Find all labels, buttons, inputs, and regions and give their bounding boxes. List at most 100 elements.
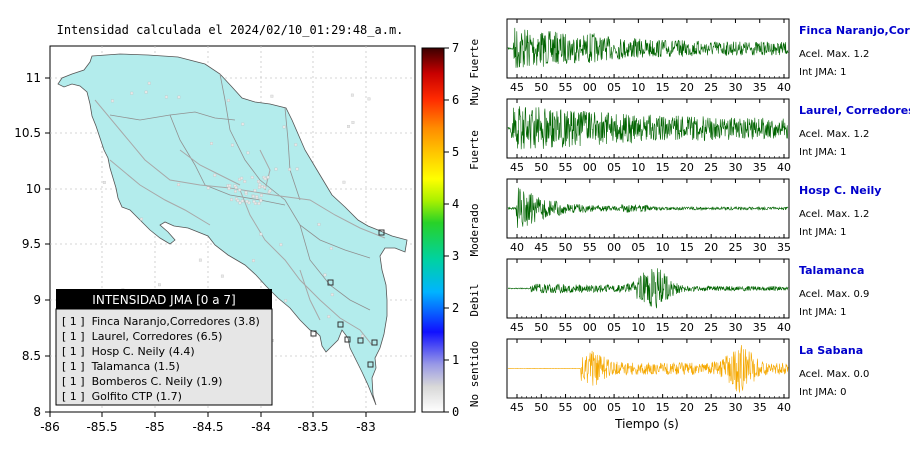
- time-tick-label: 45: [510, 81, 524, 94]
- town-marker: [238, 188, 242, 192]
- town-marker: [245, 199, 249, 203]
- legend-item: [ 1 ] Talamanca (1.5): [62, 360, 180, 373]
- town-marker: [323, 273, 327, 277]
- time-tick-label: 05: [607, 81, 621, 94]
- station-name-link[interactable]: Talamanca: [799, 264, 864, 277]
- y-tick-label: 9.5: [22, 237, 41, 251]
- station-max-acceleration: Acel. Max. 1.2: [799, 49, 869, 60]
- time-tick-label: 10: [631, 321, 645, 334]
- x-tick-label: -84: [251, 420, 271, 434]
- town-marker: [177, 183, 181, 187]
- town-marker: [282, 125, 286, 129]
- waveform-panel: 40 45 50 55 00 05 10 15 20 25 30 35 Hosp C. Neily Ace…: [506, 178, 881, 254]
- time-tick-label: 15: [656, 401, 670, 414]
- intensity-legend: INTENSIDAD JMA [0 a 7] [ 1 ] Finca Naran…: [55, 289, 273, 406]
- town-marker: [257, 202, 261, 205]
- map-plot: -86 -85.5 -85 -84.5 -84 -83.5 -83 11 10.…: [14, 45, 416, 434]
- town-marker: [252, 200, 256, 203]
- legend-item: [ 1 ] Laurel, Corredores (6.5): [62, 330, 222, 343]
- time-tick-label: 05: [607, 321, 621, 334]
- legend-item: [ 1 ] Hosp C. Neily (4.4): [62, 345, 195, 358]
- town-marker: [140, 217, 143, 221]
- time-tick-label: 35: [753, 81, 767, 94]
- time-tick-label: 15: [656, 81, 670, 94]
- town-marker: [244, 191, 248, 194]
- road-network: [94, 99, 386, 346]
- time-tick-label: 35: [753, 401, 767, 414]
- town-marker: [144, 90, 148, 94]
- time-tick-label: 40: [510, 241, 524, 254]
- station-jma-intensity: Int JMA: 1: [799, 307, 847, 318]
- legend-body: [55, 308, 273, 406]
- time-tick-label: 35: [777, 241, 791, 254]
- station-max-acceleration: Acel. Max. 0.9: [799, 289, 869, 300]
- y-tick-label: 8.5: [22, 349, 41, 363]
- town-marker: [255, 195, 259, 199]
- station-name-link[interactable]: La Sabana: [799, 344, 863, 357]
- time-tick-label: 15: [656, 321, 670, 334]
- time-tick-label: 20: [680, 321, 694, 334]
- station-name-link[interactable]: Laurel, Corredores: [799, 104, 910, 117]
- costa-rica-landmass: [57, 53, 408, 406]
- time-tick-label: 45: [510, 321, 524, 334]
- station-jma-intensity: Int JMA: 1: [799, 227, 847, 238]
- legend-item: [ 1 ] Golfito CTP (1.7): [62, 390, 182, 403]
- time-tick-label: 35: [753, 321, 767, 334]
- time-tick-label: 20: [704, 241, 718, 254]
- town-marker: [330, 293, 334, 297]
- station-max-acceleration: Acel. Max. 0.0: [799, 369, 869, 380]
- colorbar-tick-label: 7: [452, 41, 459, 55]
- x-tick-label: -85.5: [86, 420, 117, 434]
- town-marker: [351, 121, 355, 124]
- x-tick-label: -85: [145, 420, 165, 434]
- colorbar-class-label: Muy Fuerte: [468, 39, 481, 105]
- time-tick-label: 20: [680, 81, 694, 94]
- town-marker: [213, 173, 217, 177]
- town-marker: [268, 189, 272, 193]
- time-tick-label: 30: [753, 241, 767, 254]
- time-tick-label: 30: [728, 161, 742, 174]
- time-tick-label: 20: [680, 161, 694, 174]
- x-tick-label: -86: [40, 420, 60, 434]
- time-tick-label: 45: [510, 161, 524, 174]
- colorbar-gradient: [421, 47, 445, 413]
- intensity-colorbar: 0 1 2 3 4 5 6 7 No sentido Debil Moderad…: [421, 39, 481, 419]
- x-axis-label: Tiempo (s): [614, 417, 679, 431]
- time-tick-label: 50: [534, 321, 548, 334]
- station-jma-intensity: Int JMA: 1: [799, 67, 847, 78]
- town-marker: [263, 177, 267, 181]
- waveform-panel: 45 50 55 00 05 10 15 20 25 30 35 40 Laurel, Corredor…: [506, 98, 910, 174]
- town-marker: [102, 181, 106, 184]
- town-marker: [263, 186, 267, 189]
- legend-title: INTENSIDAD JMA [0 a 7]: [92, 293, 235, 307]
- map-tick-marks: [45, 77, 367, 417]
- time-tick-label: 00: [583, 321, 597, 334]
- town-marker: [220, 274, 224, 278]
- town-marker: [241, 122, 245, 126]
- town-marker: [243, 180, 247, 183]
- time-tick-label: 50: [534, 161, 548, 174]
- colorbar-tick-label: 2: [452, 301, 459, 315]
- town-marker: [342, 180, 346, 184]
- town-marker: [147, 81, 151, 85]
- station-name-link[interactable]: Finca Naranjo,Corredores: [799, 24, 910, 37]
- time-tick-label: 10: [631, 161, 645, 174]
- town-marker: [252, 259, 255, 263]
- town-marker: [111, 99, 114, 103]
- town-marker: [274, 167, 278, 171]
- time-tick-label: 35: [753, 161, 767, 174]
- time-tick-label: 10: [631, 81, 645, 94]
- y-tick-label: 10: [26, 182, 41, 196]
- time-tick-label: 05: [631, 241, 645, 254]
- town-marker: [259, 199, 263, 203]
- time-tick-label: 10: [656, 241, 670, 254]
- time-tick-label: 00: [583, 161, 597, 174]
- waveform-trace: [508, 268, 789, 309]
- town-marker: [250, 175, 254, 179]
- station-name-link[interactable]: Hosp C. Neily: [799, 184, 881, 197]
- time-tick-label: 20: [680, 401, 694, 414]
- time-tick-label: 10: [631, 401, 645, 414]
- town-marker: [236, 199, 240, 203]
- town-marker: [240, 199, 244, 203]
